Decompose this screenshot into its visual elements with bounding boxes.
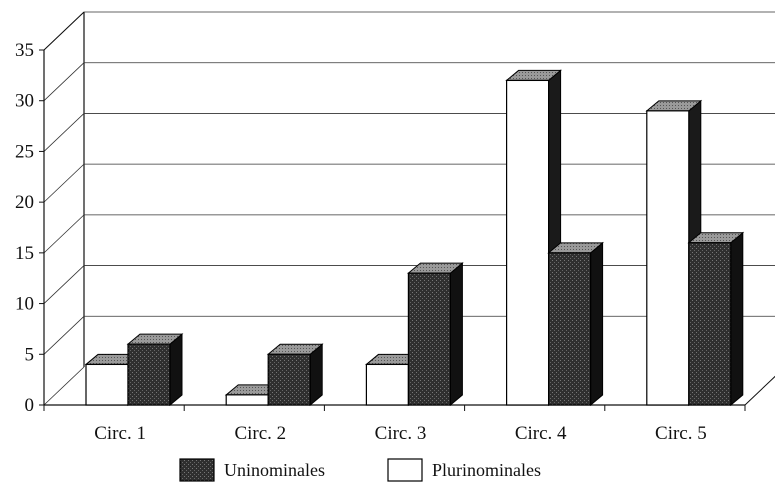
gridline-side <box>43 366 85 406</box>
gridline-side <box>43 315 85 355</box>
legend-swatch-uninominales <box>179 458 215 482</box>
y-tick-label: 0 <box>25 395 35 416</box>
bar-plurinominales-5-front <box>646 110 690 406</box>
legend-label-plurinominales: Plurinominales <box>432 460 541 480</box>
bars <box>84 69 745 407</box>
bar-uninominales-5-front <box>688 242 732 406</box>
bar-uninominales-1-front <box>127 343 171 406</box>
bar-uninominales-5 <box>687 231 745 407</box>
legend: Uninominales Plurinominales <box>179 458 541 482</box>
bar-uninominales-2-front <box>267 353 311 406</box>
bar-uninominales-2 <box>266 343 324 407</box>
bar-plurinominales-2-front <box>225 394 269 406</box>
floor-right-edge <box>744 375 775 406</box>
legend-label-uninominales: Uninominales <box>224 460 325 480</box>
bar-uninominales-3-front <box>407 272 451 406</box>
bar-uninominales-3 <box>407 262 464 407</box>
x-tick-label: Circ. 2 <box>234 423 286 444</box>
bar-uninominales-1 <box>126 333 184 407</box>
gridline-side <box>43 62 85 102</box>
gridline-side <box>43 265 85 304</box>
bar-uninominales-4 <box>547 241 604 407</box>
y-tick-label: 5 <box>25 344 35 365</box>
bar-uninominales-4-front <box>547 252 592 406</box>
gridline-side <box>43 113 85 152</box>
axis-labels: 0 5 10 15 20 25 30 35 Circ. 1 Circ. 2 Circ. 3 Circ.… <box>15 40 707 444</box>
gridline-side <box>43 214 85 254</box>
y-tick-label: 25 <box>15 141 34 162</box>
y-tick-label: 10 <box>15 294 34 315</box>
y-axis-top-edge <box>43 11 85 51</box>
bar-uninominales-1-side <box>169 333 183 407</box>
x-tick-label: Circ. 3 <box>375 423 427 444</box>
bar-plurinominales-1-front <box>85 363 129 406</box>
bar-plurinominales-3-front <box>365 363 409 406</box>
bar-plurinominales-4-front <box>506 79 550 406</box>
y-tick-label: 20 <box>15 192 34 213</box>
y-tick-label: 30 <box>15 91 34 112</box>
gridline-side <box>43 163 85 203</box>
y-tick-label: 15 <box>15 243 34 264</box>
x-tick-label: Circ. 5 <box>655 423 707 444</box>
bar-uninominales-5-side <box>730 231 744 407</box>
x-tick-label: Circ. 1 <box>94 423 146 444</box>
bar-uninominales-4-side <box>590 241 604 407</box>
legend-swatch-plurinominales <box>387 458 423 482</box>
x-tick-label: Circ. 4 <box>515 423 567 444</box>
y-tick-label: 35 <box>15 40 34 61</box>
bar-uninominales-3-side <box>449 262 463 407</box>
